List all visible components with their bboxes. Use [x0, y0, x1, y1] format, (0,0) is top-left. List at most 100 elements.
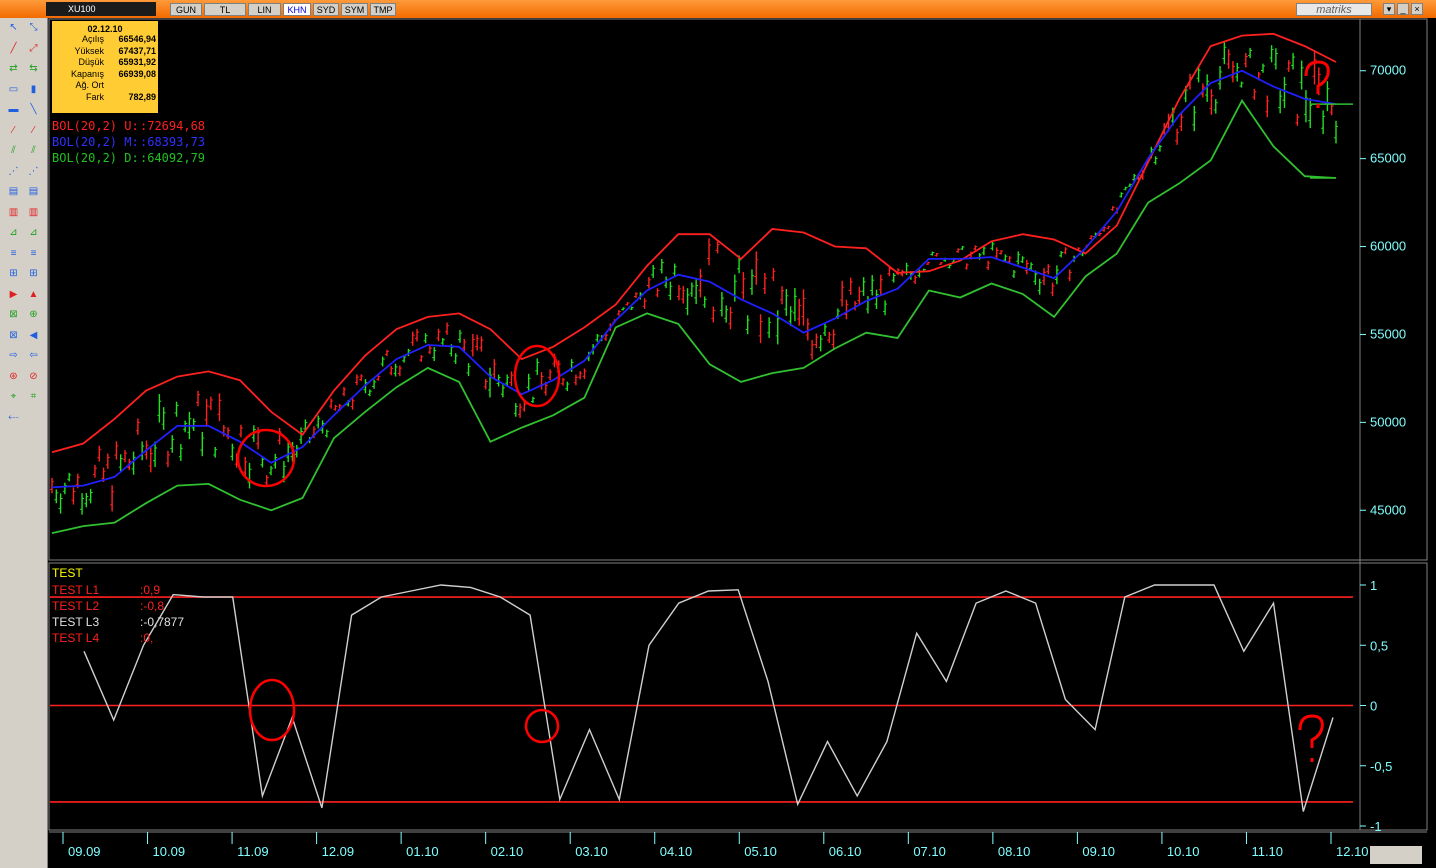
ohlc-row: Yüksek 67437,71 [52, 46, 158, 58]
ohlc-label: Açılış [81, 34, 104, 44]
tab-lin[interactable]: LIN [248, 3, 281, 16]
drawing-tool-icon[interactable]: ⤎ [8, 411, 19, 423]
tab-sym[interactable]: SYM [341, 3, 368, 16]
indicator-label: TEST L2 [52, 599, 100, 613]
ohlc-label: Fark [86, 91, 104, 102]
ohlc-row: Ağ. Ort [52, 80, 158, 92]
price-tick-label: 50000 [1370, 414, 1406, 429]
dropdown-button[interactable]: ▾ [1383, 3, 1395, 15]
drawing-tool-icon[interactable]: ⊿ [29, 227, 38, 238]
indicator-legend-item: TEST L4 :0, [52, 631, 153, 645]
drawing-tool-icon[interactable]: ⌗ [30, 391, 37, 402]
price-tick-label: 55000 [1370, 326, 1406, 341]
x-tick-label: 11.09 [237, 844, 269, 859]
drawing-tool-icon[interactable]: ▶ [9, 288, 18, 300]
indicator-tick-label: -0,5 [1370, 759, 1392, 774]
ohlc-row: Fark 782,89 [52, 92, 158, 104]
tab-gun[interactable]: GUN [170, 3, 202, 16]
x-tick-label: 09.09 [68, 844, 101, 859]
drawing-tool-icon[interactable]: ⊿ [9, 227, 18, 238]
indicator-tick-label: 0,5 [1370, 638, 1388, 653]
drawing-tool-icon[interactable]: ⁄ [32, 124, 35, 136]
drawing-tool-icon[interactable]: ⊛ [9, 370, 18, 382]
annotation-circle [524, 708, 560, 744]
drawing-tool-icon[interactable]: ⤡ [29, 22, 38, 33]
drawing-tool-icon[interactable]: ▲ [28, 288, 39, 300]
drawing-tool-icon[interactable]: ⊘ [29, 370, 38, 382]
drawing-tool-icon[interactable]: ⁄ [12, 124, 15, 136]
drawing-tool-icon[interactable]: ⇨ [9, 350, 18, 361]
ohlc-row: Düşük 65931,92 [52, 57, 158, 69]
tab-khn[interactable]: KHN [283, 3, 311, 16]
x-tick-label: 01.10 [406, 844, 439, 859]
drawing-tool-icon[interactable]: ⫽ [11, 145, 16, 156]
bollinger-legend-item: BOL(20,2) U::72694,68 [52, 119, 205, 133]
drawing-tool-icon[interactable]: ▭ [8, 83, 19, 95]
tab-tmp[interactable]: TMP [370, 3, 396, 16]
drawing-tool-icon[interactable]: ⇄ [9, 63, 18, 74]
drawing-tool-icon[interactable]: ⋰ [8, 165, 19, 177]
indicator-label: TEST L4 [52, 631, 100, 645]
annotation-question-mark [1304, 60, 1330, 108]
indicator-tick-label: 1 [1370, 578, 1377, 593]
indicator-value: :-0,8 [140, 599, 165, 613]
drawing-tool-icon[interactable]: ⊠ [9, 309, 18, 320]
tab-tl[interactable]: TL [204, 3, 246, 16]
drawing-tool-icon[interactable]: ⊕ [29, 309, 38, 320]
drawing-tool-icon[interactable]: ⊠ [9, 329, 18, 341]
x-tick-label: 12.10 [1336, 844, 1369, 859]
price-tick-label: 60000 [1370, 239, 1406, 254]
chart-canvas[interactable]: 45000 50000 55000 60000 65000 70000 1 0,5 0 -0,5 -… [48, 18, 1436, 868]
annotation-circle [248, 678, 296, 742]
ohlc-value [108, 80, 156, 92]
drawing-tool-icon[interactable]: ⊞ [29, 268, 38, 279]
minimize-button[interactable]: _ [1397, 3, 1409, 15]
title-bar: XU100 GUN TL LIN KHN SYD SYM TMP matriks ▾ _ × [0, 0, 1436, 18]
ohlc-value: 66939,08 [118, 68, 156, 79]
drawing-tool-icon[interactable]: ≡ [30, 247, 37, 259]
ohlc-value: 65931,92 [118, 57, 156, 67]
drawing-tool-icon[interactable]: ⊞ [9, 268, 18, 279]
bollinger-legend-item: BOL(20,2) D::64092,79 [52, 151, 205, 165]
ohlc-label: Ağ. Ort [75, 80, 104, 90]
lower-band-line [51, 98, 1337, 534]
indicator-legend-item: TEST L2 :-0,8 [52, 599, 164, 613]
scroll-controls [1370, 846, 1422, 864]
indicator-value: :0, [140, 631, 154, 645]
drawing-tool-icon[interactable]: ⇦ [29, 350, 38, 361]
symbol-selector[interactable]: XU100 [46, 2, 156, 16]
drawing-tool-icon[interactable]: ╱ [10, 42, 17, 54]
drawing-tool-icon[interactable]: ▥ [28, 206, 39, 218]
price-panel-frame [48, 18, 1428, 561]
close-button[interactable]: × [1411, 3, 1423, 15]
drawing-tool-icon[interactable]: ▤ [28, 186, 39, 197]
x-tick-label: 02.10 [491, 844, 524, 859]
drawing-tool-icon[interactable]: ⤢ [29, 42, 38, 54]
x-tick-label: 03.10 [575, 844, 608, 859]
drawing-tool-icon[interactable]: ↖ [9, 22, 18, 33]
drawing-tool-icon[interactable]: ▬ [8, 104, 19, 115]
drawing-tool-icon[interactable]: ▥ [8, 206, 19, 218]
middle-band-line [51, 69, 1337, 489]
indicator-tick-label: 0 [1370, 699, 1377, 714]
indicator-label: TEST L1 [52, 583, 100, 597]
x-tick-label: 05.10 [744, 844, 777, 859]
drawing-tool-icon[interactable]: ╲ [30, 104, 37, 115]
drawing-tool-icon[interactable]: ▮ [30, 83, 37, 95]
indicator-line [83, 584, 1334, 812]
annotation-circle [513, 344, 561, 408]
drawing-tool-icon[interactable]: ⋰ [28, 165, 39, 177]
ohlc-info-box: 02.12.10 Açılış 66546,94 Yüksek 67437,71 Düş… [51, 20, 159, 114]
drawing-tool-icon[interactable]: ⇆ [29, 63, 38, 74]
drawing-tool-icon[interactable]: ◀ [29, 329, 38, 341]
legend-value: :68393,73 [140, 135, 206, 149]
legend-value: :72694,68 [140, 119, 206, 133]
drawing-tool-icon[interactable]: ▤ [8, 186, 19, 197]
drawing-tool-icon[interactable]: ≡ [10, 247, 17, 259]
tab-syd[interactable]: SYD [313, 3, 339, 16]
chart-area[interactable]: 45000 50000 55000 60000 65000 70000 1 0,5 0 -0,5 -… [48, 18, 1436, 868]
drawing-tool-icon[interactable]: ⌖ [10, 391, 17, 402]
drawing-tool-icon[interactable]: ⫽ [31, 145, 36, 156]
brand-logo: matriks [1296, 3, 1372, 16]
indicator-legend-item: TEST L1:0,9 [52, 583, 160, 597]
